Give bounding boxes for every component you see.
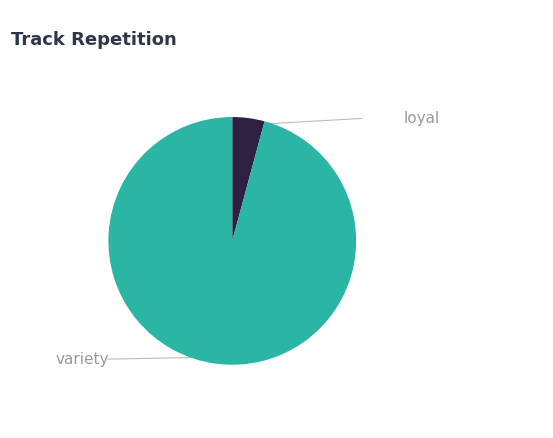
Text: Track Repetition: Track Repetition <box>11 31 177 49</box>
Wedge shape <box>108 117 356 365</box>
Text: variety: variety <box>55 352 109 367</box>
Wedge shape <box>232 117 264 241</box>
Text: loyal: loyal <box>404 111 440 126</box>
